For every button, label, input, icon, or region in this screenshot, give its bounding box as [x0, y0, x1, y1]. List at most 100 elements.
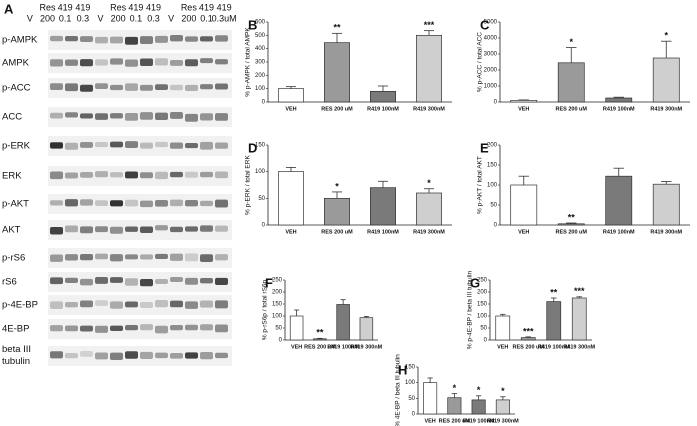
lane-header: V	[27, 13, 33, 23]
panel-letter: A	[4, 1, 14, 16]
panel-letter: E	[480, 140, 489, 155]
y-tick-label: 0	[494, 100, 498, 106]
x-tick-label: R419 300nM	[350, 344, 382, 350]
x-tick-label: VEH	[285, 229, 296, 235]
bar	[605, 97, 633, 103]
blot-label: rS6	[2, 277, 17, 288]
blot-band	[155, 253, 168, 259]
blot-band	[50, 351, 63, 359]
blot-band	[95, 300, 108, 306]
bar	[336, 304, 350, 341]
y-tick-label: 50	[408, 396, 415, 402]
blot-band	[155, 171, 168, 180]
lane-header: 419	[146, 2, 161, 12]
blot-band	[140, 254, 153, 260]
blot-band	[125, 226, 138, 232]
bar	[359, 317, 374, 341]
bar	[546, 301, 562, 341]
blot-band	[170, 171, 183, 178]
blot-band	[185, 253, 198, 262]
blot-band	[200, 324, 213, 331]
bar	[324, 42, 351, 103]
blot-band	[200, 225, 213, 232]
blot-band	[215, 142, 228, 149]
blot-band	[170, 84, 183, 91]
blot-band	[200, 141, 213, 150]
blot-band	[140, 278, 153, 287]
blot-band	[80, 84, 93, 92]
significance: *	[335, 181, 339, 191]
bar	[652, 57, 680, 103]
blot-band	[50, 59, 63, 67]
panel-letter: G	[470, 275, 480, 290]
bar	[510, 184, 538, 226]
blot-band	[185, 200, 198, 207]
y-axis-label: % p-rS6p / total rS6p	[262, 279, 269, 340]
blot-label: p-4E-BP	[2, 300, 38, 311]
lane-header: 0.1	[130, 13, 143, 23]
blot-band	[170, 142, 183, 149]
blot-band	[170, 199, 183, 207]
y-axis-label: % p-AMPK / total AMPK	[245, 27, 252, 97]
blot-band	[50, 142, 63, 149]
blot-band	[155, 84, 168, 90]
blot-band	[80, 59, 93, 67]
y-tick-label: 0	[262, 223, 266, 229]
blot-band	[50, 171, 63, 180]
blot-band	[140, 84, 153, 91]
x-tick-label: RES 200 uM	[321, 106, 353, 112]
blot-label: 4E-BP	[2, 324, 29, 335]
blot-band	[140, 226, 153, 233]
blot-band	[110, 325, 123, 331]
blot-band	[215, 171, 228, 179]
blot-band	[80, 199, 93, 206]
blot-band	[215, 35, 228, 42]
blot-band	[215, 83, 228, 90]
blot-band	[110, 36, 123, 44]
blot-label: p-ERK	[2, 141, 31, 152]
y-tick-label: 50	[480, 326, 487, 332]
blot-band	[200, 278, 213, 284]
blot-band	[170, 226, 183, 233]
blot-band	[170, 59, 183, 66]
y-tick-label: 0	[262, 100, 266, 106]
panel-letter: D	[248, 140, 257, 155]
bar	[495, 399, 510, 415]
blot-band	[185, 84, 198, 92]
lane-header: 0.3	[147, 13, 160, 23]
bar	[416, 34, 443, 103]
bar	[313, 338, 327, 341]
panel-letter: F	[265, 275, 273, 290]
significance: ***	[424, 20, 435, 30]
blot-band	[65, 325, 78, 332]
x-tick-label: R419 100nM	[603, 229, 635, 235]
blot-band	[155, 35, 168, 43]
bar	[447, 397, 462, 415]
blot-band	[65, 35, 78, 42]
blot-band	[215, 59, 228, 65]
blot-band	[95, 226, 108, 233]
y-tick-label: 4000	[484, 36, 498, 42]
y-tick-label: 100	[405, 380, 416, 386]
y-tick-label: 300	[255, 60, 266, 66]
blot-band	[200, 171, 213, 178]
y-tick-label: 100	[272, 314, 283, 320]
blot-label: p-ACC	[2, 83, 31, 94]
y-tick-label: 150	[487, 163, 498, 169]
y-axis-label: % p-ERK / total ERK	[245, 155, 252, 215]
y-tick-label: 3000	[484, 52, 498, 58]
blot-band	[110, 226, 123, 234]
x-tick-label: R419 100nM	[327, 344, 359, 350]
bar	[571, 297, 587, 341]
lane-header: 419	[217, 2, 232, 12]
blot-band	[185, 301, 198, 309]
blot-band	[110, 141, 123, 148]
lane-header: 0.3	[77, 13, 90, 23]
blot-band	[200, 36, 213, 42]
blot-band	[125, 83, 138, 91]
blot-band	[185, 59, 198, 67]
y-tick-label: 150	[477, 302, 488, 308]
x-tick-label: VEH	[285, 106, 296, 112]
bar	[416, 192, 443, 226]
blot-label: ERK	[2, 171, 22, 182]
